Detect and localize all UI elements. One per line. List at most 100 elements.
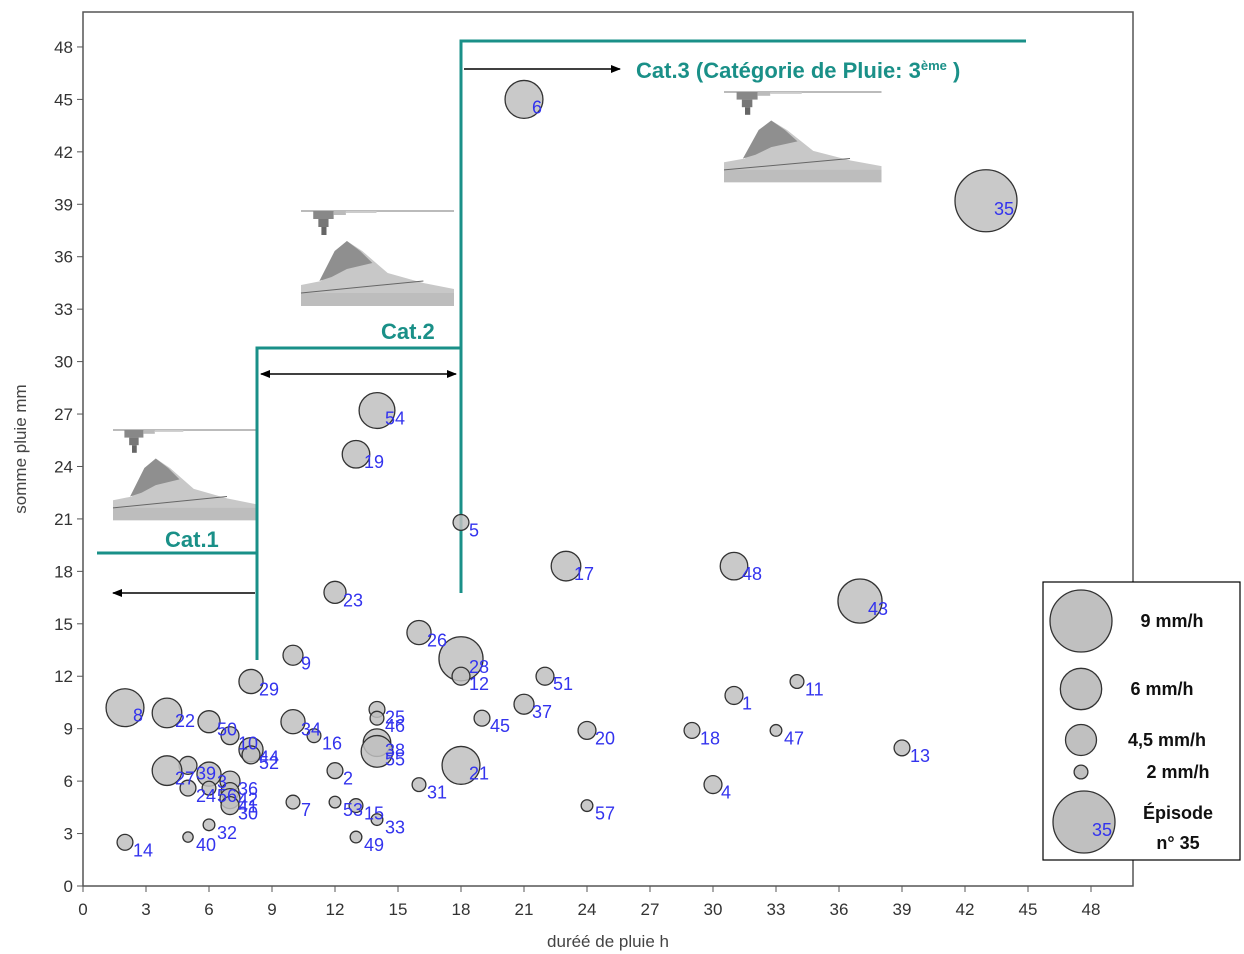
legend-bubble (1064, 723, 1098, 757)
point-label: 37 (532, 702, 552, 722)
point-label: 44 (259, 748, 279, 768)
point-label: 8 (133, 706, 143, 726)
bubble (241, 745, 261, 765)
point-label: 35 (1092, 820, 1112, 840)
y-tick-label: 39 (54, 195, 73, 214)
y-tick-label: 9 (64, 720, 73, 739)
bubble (954, 169, 1018, 233)
x-tick-label: 30 (704, 900, 723, 919)
point-label: 3 (217, 772, 227, 792)
x-tick-label: 24 (578, 900, 597, 919)
x-axis-label: duréé de pluie h (547, 932, 669, 951)
x-tick-label: 15 (389, 900, 408, 919)
x-tick-label: 12 (326, 900, 345, 919)
point-label: 18 (700, 728, 720, 748)
point-label: 21 (469, 763, 489, 783)
x-tick-label: 9 (267, 900, 276, 919)
x-tick-label: 39 (893, 900, 912, 919)
point-label: 30 (238, 804, 258, 824)
y-tick-label: 24 (54, 457, 73, 476)
y-tick-label: 36 (54, 248, 73, 267)
x-tick-label: 42 (956, 900, 975, 919)
point-label: 45 (490, 716, 510, 736)
point-label: 32 (217, 823, 237, 843)
point-label: 49 (364, 835, 384, 855)
bubble (411, 777, 427, 793)
point-label: 22 (175, 711, 195, 731)
bubble (182, 831, 194, 843)
point-label: 54 (385, 409, 405, 429)
point-label: 47 (784, 728, 804, 748)
point-label: 5 (469, 520, 479, 540)
x-tick-label: 18 (452, 900, 471, 919)
bubble (513, 693, 535, 715)
bubble (703, 775, 723, 795)
point-label: 35 (994, 199, 1014, 219)
point-label: 50 (217, 720, 237, 740)
bubble (151, 697, 183, 729)
legend-label: 4,5 mm/h (1128, 730, 1206, 750)
point-label: 4 (721, 783, 731, 803)
legend-label: 6 mm/h (1130, 679, 1193, 699)
point-label: 10 (238, 734, 258, 754)
category-label: Cat.2 (381, 319, 435, 344)
bubble (201, 780, 217, 796)
bubble (451, 666, 471, 686)
point-label: 26 (427, 631, 447, 651)
bubble (724, 685, 744, 706)
x-tick-label: 45 (1019, 900, 1038, 919)
bubble (550, 550, 582, 582)
bubble (282, 644, 304, 666)
x-tick-label: 6 (204, 900, 213, 919)
bubble (197, 710, 221, 734)
bubble (116, 833, 134, 851)
bubble (306, 728, 322, 744)
point-label: 42 (238, 790, 258, 810)
point-label: 13 (910, 746, 930, 766)
bubble (326, 762, 344, 780)
point-label: 31 (427, 783, 447, 803)
category-label: Cat.1 (165, 527, 219, 552)
point-label: 15 (364, 804, 384, 824)
x-tick-label: 21 (515, 900, 534, 919)
category-lines (97, 39, 1026, 660)
bubble (220, 726, 240, 746)
legend-bubble (1052, 790, 1116, 854)
bubble (238, 668, 264, 695)
y-axis-label: somme pluie mm (11, 384, 30, 513)
bubble (348, 798, 364, 814)
point-label: 24 (196, 786, 216, 806)
point-label: 34 (301, 720, 321, 740)
point-label: 48 (742, 564, 762, 584)
y-tick-label: 15 (54, 615, 73, 634)
bubble (280, 708, 306, 735)
bubble (719, 551, 749, 581)
bubble (370, 813, 384, 827)
bubble (893, 739, 911, 757)
bubble (349, 830, 363, 844)
point-label: 46 (385, 716, 405, 736)
point-label: 55 (385, 749, 405, 769)
point-label: 20 (595, 728, 615, 748)
point-label: 2 (343, 769, 353, 789)
bubble (441, 745, 481, 785)
bubble (105, 688, 145, 728)
bubble (504, 79, 544, 119)
x-tick-label: 3 (141, 900, 150, 919)
point-label: 12 (469, 674, 489, 694)
point-label: 40 (196, 835, 216, 855)
bubble (358, 391, 396, 430)
bubble (341, 439, 371, 469)
point-label: 57 (595, 804, 615, 824)
point-label: 17 (574, 564, 594, 584)
y-tick-label: 21 (54, 510, 73, 529)
bubble (837, 578, 883, 624)
bubble (151, 755, 183, 787)
legend-bubble (1059, 667, 1103, 711)
bubble (683, 721, 701, 740)
point-label: 41 (238, 797, 258, 817)
point-label: 39 (196, 763, 216, 783)
point-label: 28 (469, 657, 489, 677)
